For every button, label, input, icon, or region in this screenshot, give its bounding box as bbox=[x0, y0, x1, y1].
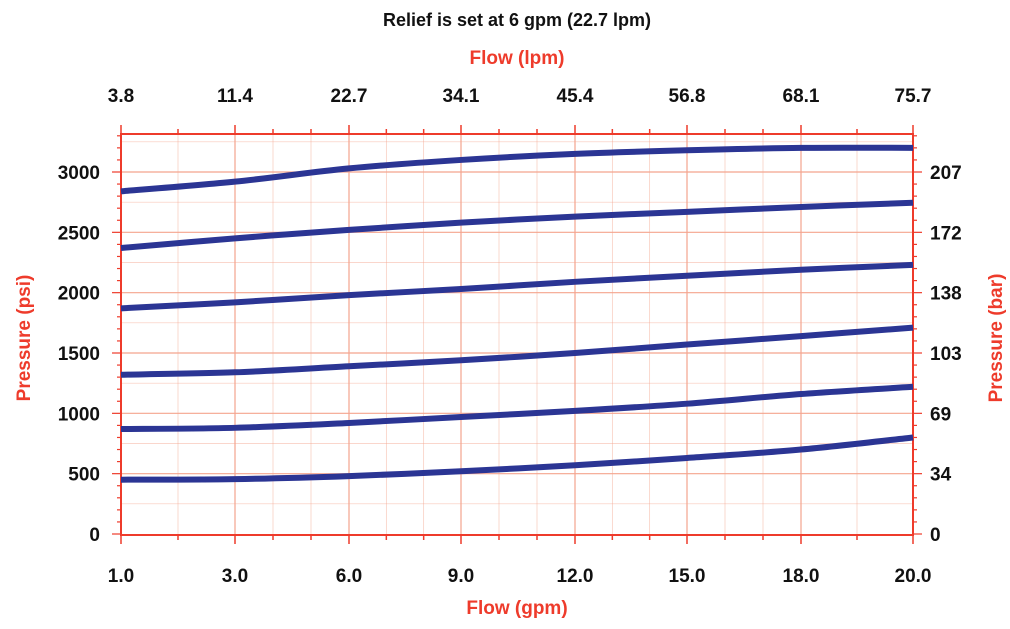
y2-tick-label: 69 bbox=[930, 404, 951, 425]
y-tick-label: 2000 bbox=[58, 284, 100, 305]
x2-tick-label: 68.1 bbox=[783, 86, 820, 107]
x2-tick-label: 11.4 bbox=[217, 86, 253, 107]
x-tick-label: 20.0 bbox=[895, 566, 932, 587]
x2-tick-label: 45.4 bbox=[557, 86, 594, 107]
x2-axis-label: Flow (lpm) bbox=[470, 48, 565, 69]
y2-axis-label: Pressure (bar) bbox=[986, 274, 1007, 403]
plot-border bbox=[120, 133, 914, 536]
x-tick-label: 9.0 bbox=[448, 566, 474, 587]
series-line-2 bbox=[120, 383, 914, 433]
y-axis-label: Pressure (psi) bbox=[14, 275, 35, 402]
x2-tick-label: 75.7 bbox=[895, 86, 932, 107]
series-line-1 bbox=[120, 434, 914, 483]
x2-tick-label: 56.8 bbox=[669, 86, 706, 107]
x-tick-label: 1.0 bbox=[108, 566, 134, 587]
y2-tick-label: 172 bbox=[930, 223, 962, 244]
x-tick-label: 15.0 bbox=[669, 566, 706, 587]
x-tick-label: 12.0 bbox=[557, 566, 594, 587]
series-line-3 bbox=[120, 324, 914, 378]
x2-tick-label: 22.7 bbox=[331, 86, 368, 107]
series-line-6 bbox=[120, 144, 914, 195]
x-tick-label: 6.0 bbox=[336, 566, 362, 587]
x2-tick-label: 34.1 bbox=[443, 86, 480, 107]
plot-frame bbox=[112, 125, 922, 544]
tick-labels: 1.0 3.8 3.0 11.4 6.0 22.7 9.0 34.1 12.0 45.4 15.0 5… bbox=[58, 86, 962, 587]
x-tick-label: 3.0 bbox=[222, 566, 248, 587]
y-tick-label: 0 bbox=[89, 525, 100, 546]
x2-tick-label: 3.8 bbox=[108, 86, 134, 107]
y-tick-label: 500 bbox=[68, 465, 100, 486]
chart-title: Relief is set at 6 gpm (22.7 lpm) bbox=[383, 10, 651, 30]
y-tick-label: 1500 bbox=[58, 344, 100, 365]
series-line-4 bbox=[120, 261, 914, 312]
x-axis-label: Flow (gpm) bbox=[466, 598, 567, 619]
series-group bbox=[120, 144, 914, 483]
y2-tick-label: 138 bbox=[930, 284, 962, 305]
y-tick-label: 3000 bbox=[58, 163, 100, 184]
y-tick-label: 1000 bbox=[58, 404, 100, 425]
series-line-5 bbox=[120, 199, 914, 252]
x-tick-label: 18.0 bbox=[783, 566, 820, 587]
y2-tick-label: 0 bbox=[930, 525, 941, 546]
y2-tick-label: 103 bbox=[930, 344, 962, 365]
y2-tick-label: 207 bbox=[930, 163, 962, 184]
y-tick-label: 2500 bbox=[58, 223, 100, 244]
y2-tick-label: 34 bbox=[930, 465, 952, 486]
